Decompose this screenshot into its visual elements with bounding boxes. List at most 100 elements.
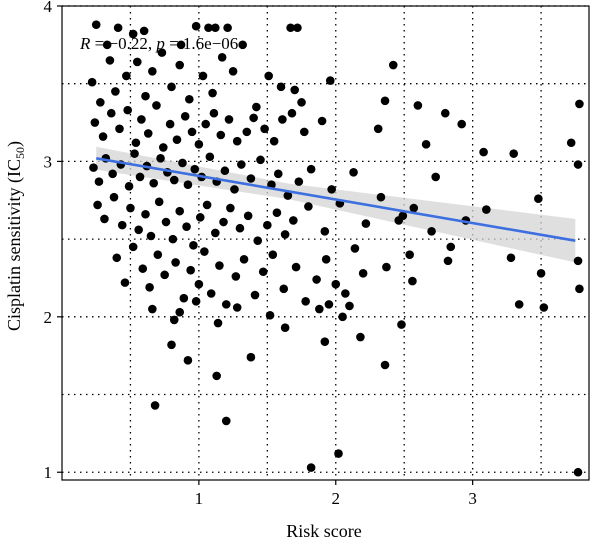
data-point (226, 203, 235, 213)
data-point (280, 323, 290, 332)
data-point (382, 262, 391, 272)
data-point (263, 220, 272, 230)
correlation-annotation: R = −0.22, p = 1.6e−06 (79, 34, 238, 53)
data-point (108, 169, 117, 179)
data-point (534, 194, 543, 204)
data-point (90, 118, 100, 127)
data-point (221, 416, 231, 426)
data-point (224, 115, 234, 124)
data-point (221, 300, 231, 309)
data-point (153, 250, 163, 259)
data-points (87, 20, 584, 477)
data-point (273, 169, 283, 179)
data-point (276, 82, 286, 92)
data-point (186, 265, 195, 275)
data-point (253, 236, 263, 245)
data-point (321, 255, 331, 264)
data-point (297, 98, 306, 107)
data-point (126, 203, 135, 213)
x-axis-title: Risk score (286, 521, 362, 541)
fit-line (96, 157, 576, 242)
data-point (165, 119, 175, 129)
data-point (301, 296, 310, 306)
data-point (204, 23, 213, 33)
data-point (171, 258, 180, 267)
data-point (93, 200, 102, 210)
data-point (575, 99, 584, 109)
data-point (479, 147, 488, 157)
data-point (427, 227, 436, 236)
data-point (246, 352, 256, 362)
data-point (96, 98, 105, 107)
data-point (413, 101, 423, 110)
data-point (212, 371, 221, 381)
data-point (175, 307, 185, 317)
data-point (148, 66, 157, 76)
data-point (205, 152, 215, 162)
data-point (87, 77, 97, 87)
data-point (250, 290, 260, 300)
data-point (334, 449, 343, 458)
data-point (138, 264, 148, 273)
data-point (100, 214, 109, 224)
data-point (217, 52, 227, 62)
data-point (161, 217, 171, 227)
data-point (408, 276, 417, 286)
data-point (299, 127, 309, 137)
data-point (252, 102, 261, 112)
data-point (154, 197, 164, 207)
data-point (105, 56, 115, 65)
data-point (358, 269, 368, 278)
data-point (573, 256, 583, 266)
data-point (187, 127, 197, 137)
data-point (124, 181, 134, 191)
data-point (195, 213, 205, 222)
data-point (152, 101, 161, 110)
data-point (230, 185, 239, 194)
data-point (289, 216, 298, 225)
data-point (94, 177, 104, 186)
y-axis-title: Cisplatin sensitivity (IC50) (4, 141, 27, 331)
data-point (219, 217, 228, 227)
data-point (265, 310, 275, 320)
data-point (315, 304, 324, 314)
y-tick-label: 3 (44, 152, 53, 171)
data-point (98, 132, 108, 141)
data-point (139, 26, 149, 36)
data-point (320, 337, 330, 346)
data-point (482, 205, 491, 214)
data-point (206, 289, 216, 298)
x-tick-label: 3 (468, 489, 477, 508)
data-point (157, 48, 167, 57)
data-point (356, 332, 365, 342)
data-point (287, 108, 297, 118)
data-point (539, 303, 549, 312)
data-point (324, 300, 334, 309)
plot-frame (61, 5, 590, 481)
data-point (183, 180, 193, 190)
y-axis-title-subscript: 50 (13, 147, 27, 159)
data-point (286, 23, 295, 33)
data-point (325, 76, 335, 85)
data-point (146, 231, 156, 241)
data-point (169, 315, 179, 325)
data-point (350, 244, 360, 253)
data-point (228, 66, 238, 76)
data-point (397, 320, 406, 329)
data-point (431, 172, 440, 182)
y-axis-title-suffix: ) (4, 141, 25, 147)
data-point (279, 284, 289, 294)
data-point (185, 94, 194, 104)
x-tick-label: 1 (195, 489, 204, 508)
data-point (112, 253, 122, 263)
data-point (349, 167, 358, 177)
data-point (575, 284, 584, 294)
data-point (388, 60, 398, 70)
y-tick-label: 4 (44, 0, 53, 16)
data-point (130, 149, 139, 158)
data-point (246, 174, 256, 183)
data-point (91, 20, 101, 29)
data-point (239, 255, 249, 264)
data-point (294, 177, 304, 186)
data-point (258, 267, 268, 277)
